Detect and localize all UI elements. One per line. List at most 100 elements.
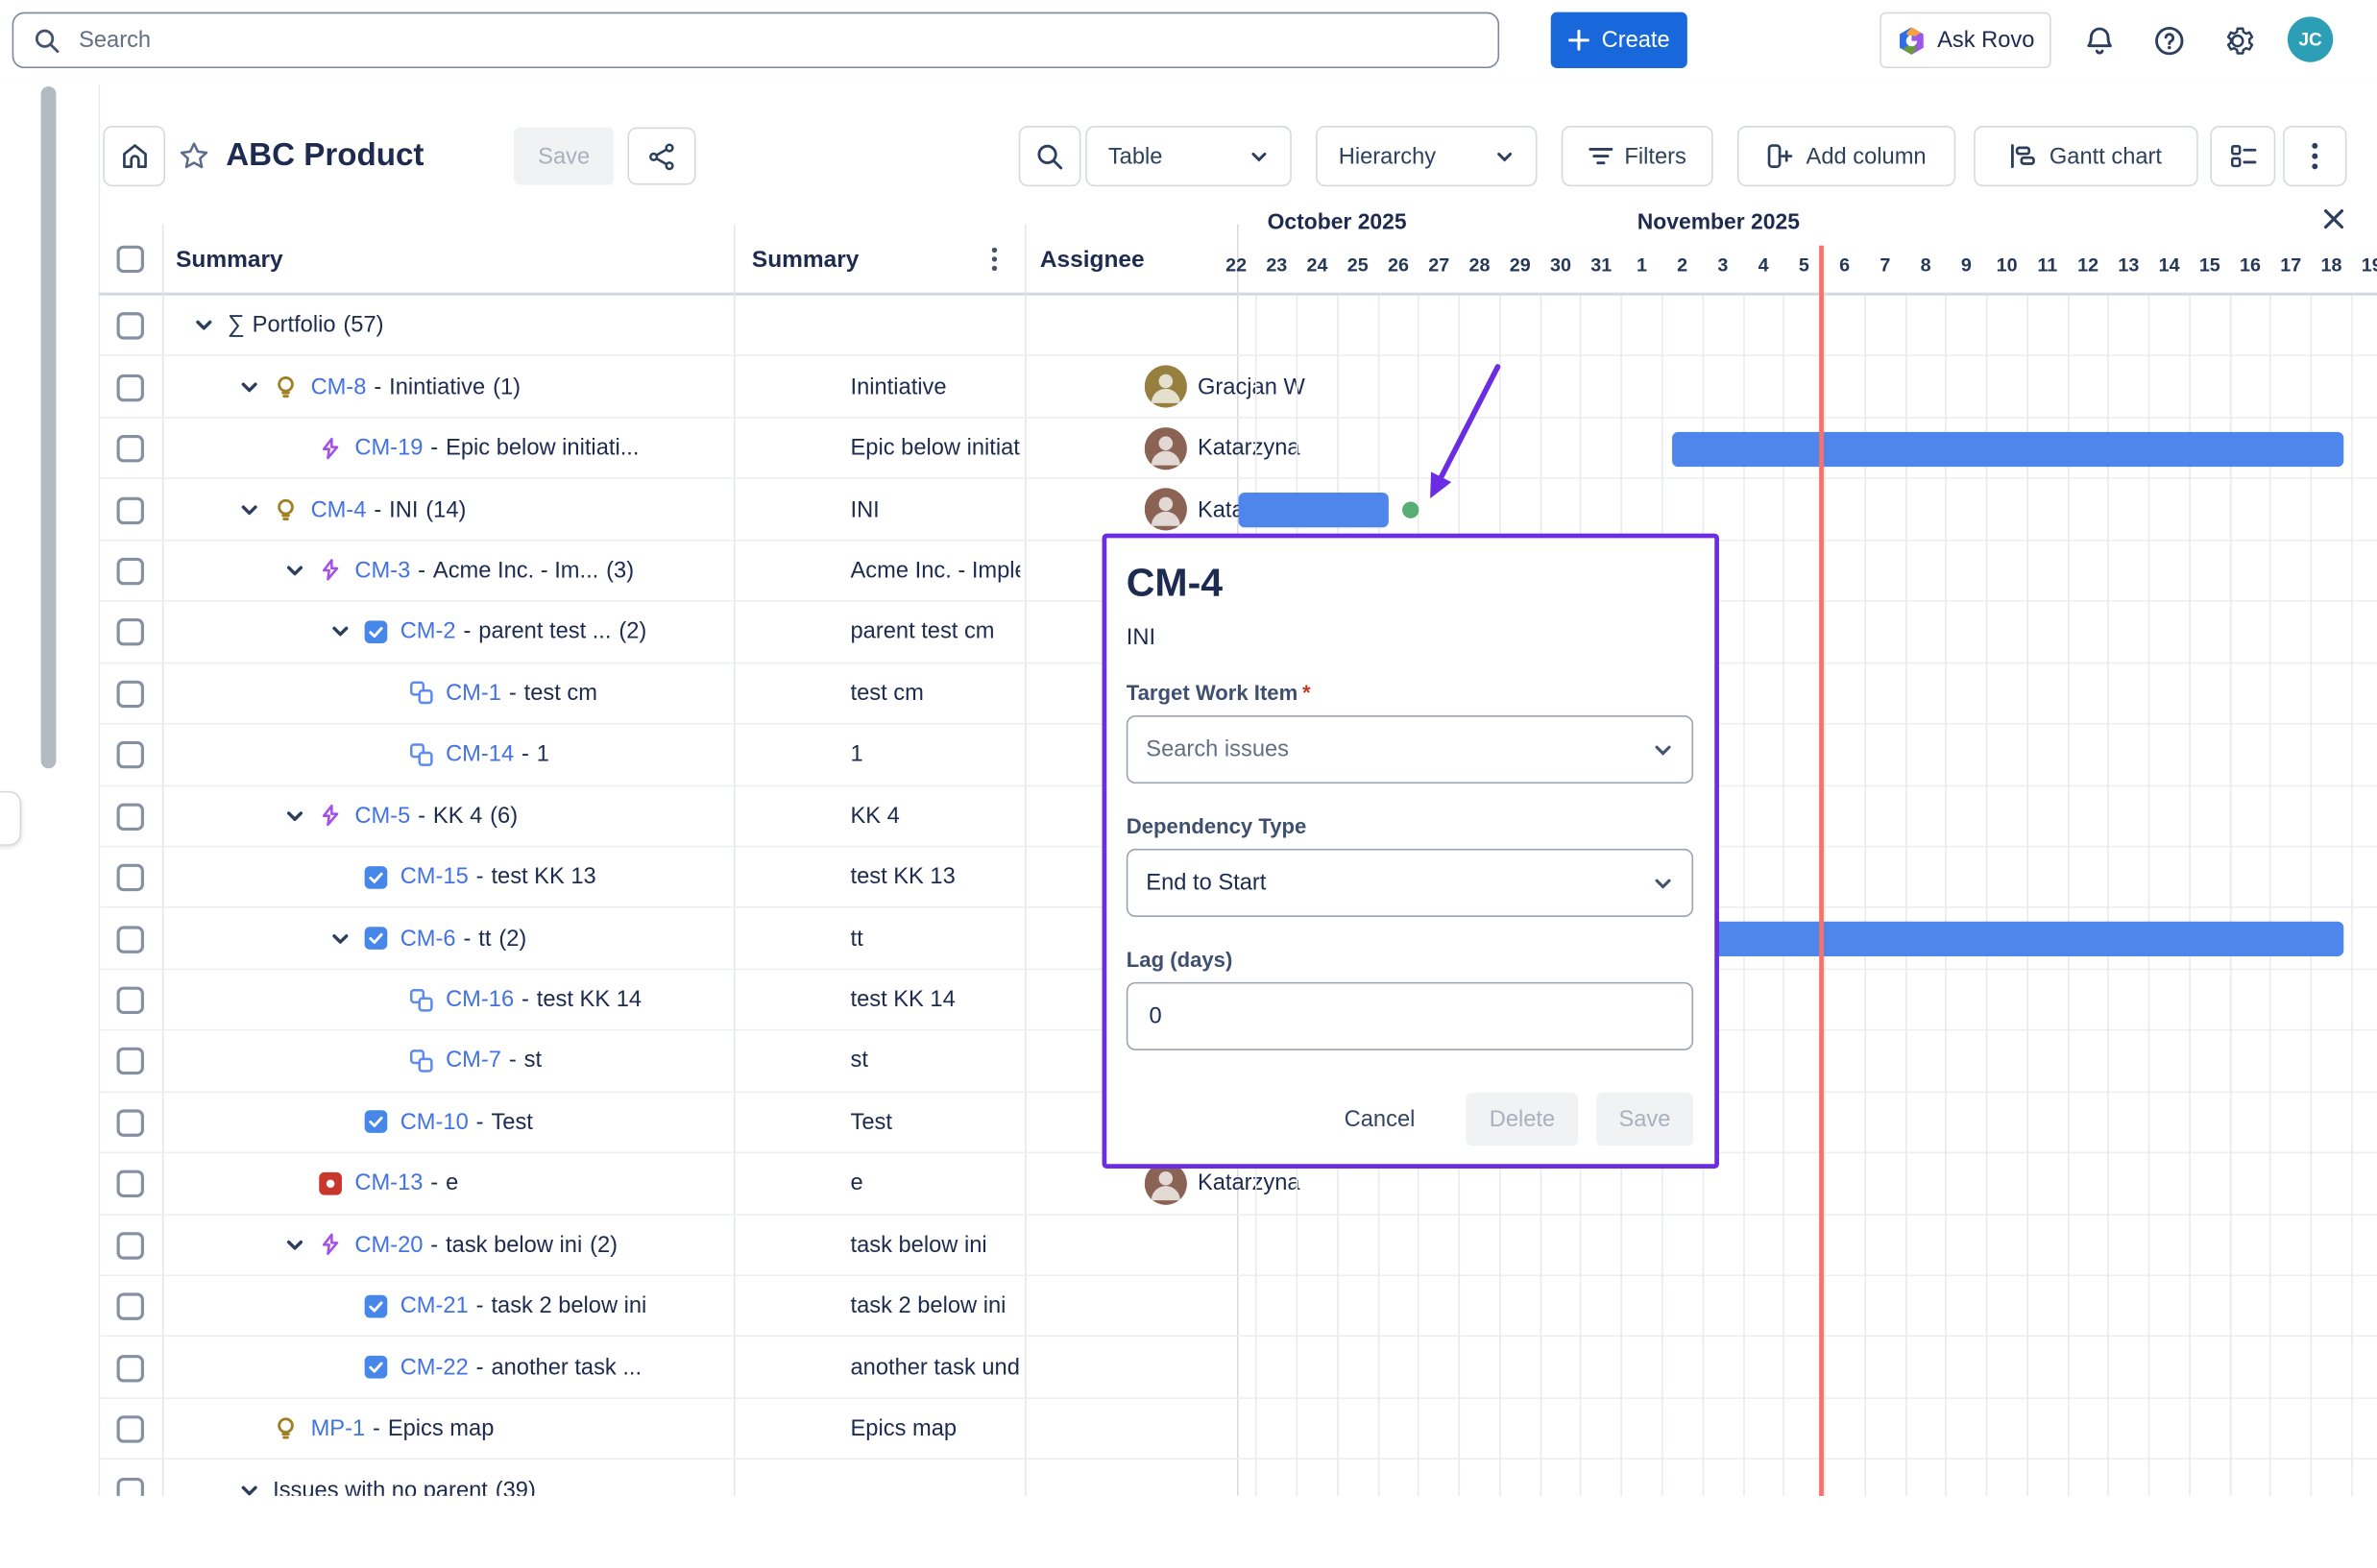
column-divider[interactable] xyxy=(1025,224,1027,1496)
column-menu-button[interactable] xyxy=(975,239,1014,278)
row-checkbox[interactable] xyxy=(116,741,144,769)
expand-chevron-icon[interactable] xyxy=(330,622,351,642)
search-input[interactable] xyxy=(75,25,1498,55)
settings-gear-icon[interactable] xyxy=(2218,21,2257,60)
table-row[interactable]: CM-20- task below ini (2) task below ini xyxy=(98,1215,2377,1277)
issue-key-link[interactable]: CM-7 xyxy=(446,1048,501,1074)
expand-chevron-icon[interactable] xyxy=(285,1235,305,1255)
row-checkbox[interactable] xyxy=(116,1477,144,1496)
lag-days-input[interactable] xyxy=(1146,1001,1674,1031)
row-checkbox[interactable] xyxy=(116,374,144,401)
summary-tree-cell: CM-16- test KK 14 xyxy=(162,970,833,1029)
table-row[interactable]: CM-8- Inintiative (1) Inintiative Gracjan W xyxy=(98,357,2377,419)
close-gantt-icon[interactable] xyxy=(2316,202,2350,235)
issue-key-link[interactable]: MP-1 xyxy=(310,1415,366,1442)
expand-chevron-icon[interactable] xyxy=(239,376,259,397)
more-options-button[interactable] xyxy=(2283,126,2347,187)
row-checkbox[interactable] xyxy=(116,435,144,463)
row-checkbox[interactable] xyxy=(116,495,144,524)
ask-rovo-button[interactable]: Ask Rovo xyxy=(1880,12,2051,69)
view-mode-select[interactable]: Table xyxy=(1085,126,1292,187)
vertical-scrollbar[interactable] xyxy=(40,85,57,769)
filters-button[interactable]: Filters xyxy=(1561,126,1713,187)
home-button[interactable] xyxy=(103,126,166,187)
expand-chevron-icon[interactable] xyxy=(285,806,305,826)
target-work-item-select[interactable]: Search issues xyxy=(1126,715,1694,784)
row-checkbox[interactable] xyxy=(116,312,144,340)
cancel-button[interactable]: Cancel xyxy=(1344,1106,1416,1133)
hierarchy-select[interactable]: Hierarchy xyxy=(1316,126,1538,187)
expand-chevron-icon[interactable] xyxy=(285,561,305,581)
notifications-bell-icon[interactable] xyxy=(2080,21,2120,60)
save-button[interactable]: Save xyxy=(1595,1093,1694,1146)
gantt-bar[interactable] xyxy=(1672,431,2344,467)
share-button[interactable] xyxy=(627,127,696,185)
row-checkbox[interactable] xyxy=(116,1354,144,1383)
initiative-type-icon xyxy=(273,1415,299,1441)
row-checkbox[interactable] xyxy=(116,986,144,1015)
expand-chevron-icon[interactable] xyxy=(239,499,259,519)
issue-key-link[interactable]: CM-1 xyxy=(446,680,501,707)
user-avatar[interactable]: JC xyxy=(2287,16,2334,62)
favorite-star-icon[interactable] xyxy=(178,139,211,173)
row-checkbox[interactable] xyxy=(116,1292,144,1321)
issue-key-link[interactable]: CM-20 xyxy=(354,1231,424,1258)
table-row[interactable]: CM-19- Epic below initiati... Epic below i… xyxy=(98,418,2377,480)
issue-key-link[interactable]: CM-5 xyxy=(354,803,411,829)
table-row[interactable]: MP-1- Epics map Epics map xyxy=(98,1399,2377,1460)
table-row[interactable]: CM-22-another task ... another task unde.… xyxy=(98,1338,2377,1399)
issue-key-link[interactable]: CM-13 xyxy=(354,1170,424,1196)
table-search-button[interactable] xyxy=(1018,126,1081,187)
row-checkbox[interactable] xyxy=(116,618,144,647)
issue-key-link[interactable]: CM-19 xyxy=(354,435,424,461)
row-checkbox[interactable] xyxy=(116,803,144,831)
issue-key-link[interactable]: CM-6 xyxy=(400,925,456,952)
issue-key-link[interactable]: CM-10 xyxy=(400,1109,469,1136)
row-checkbox[interactable] xyxy=(116,1048,144,1075)
column-divider[interactable] xyxy=(733,224,736,1496)
row-checkbox[interactable] xyxy=(116,1170,144,1198)
table-row[interactable]: ∑ Portfolio (57) xyxy=(98,296,2377,357)
table-row[interactable]: CM-21- task 2 below ini task 2 below ini xyxy=(98,1276,2377,1338)
subtask-icon xyxy=(409,988,433,1011)
column-header-assignee: Assignee xyxy=(1039,246,1145,273)
gantt-gridline xyxy=(2147,295,2150,1496)
row-checkbox[interactable] xyxy=(116,557,144,586)
create-button[interactable]: Create xyxy=(1550,12,1687,69)
issue-key-link[interactable]: CM-14 xyxy=(446,741,515,768)
global-search[interactable] xyxy=(12,12,1500,69)
issue-key-link[interactable]: CM-3 xyxy=(354,557,411,584)
save-button[interactable]: Save xyxy=(514,127,615,185)
issue-key-link[interactable]: CM-22 xyxy=(400,1354,469,1381)
row-checkbox[interactable] xyxy=(116,925,144,953)
issue-key-link[interactable]: CM-8 xyxy=(310,374,367,400)
sidebar-expand-handle[interactable] xyxy=(0,790,22,846)
add-column-button[interactable]: Add column xyxy=(1736,126,1956,187)
dependency-marker-dot[interactable] xyxy=(1401,501,1419,519)
expand-chevron-icon[interactable] xyxy=(194,316,214,336)
table-row[interactable]: CM-13- e e Katarzyna xyxy=(98,1153,2377,1216)
dependency-type-select[interactable]: End to Start xyxy=(1126,848,1694,917)
issue-key-link[interactable]: CM-4 xyxy=(310,495,367,522)
row-checkbox[interactable] xyxy=(116,863,144,892)
column-divider xyxy=(161,224,164,1496)
gantt-chart-button[interactable]: Gantt chart xyxy=(1974,126,2198,187)
row-checkbox[interactable] xyxy=(116,1109,144,1137)
summary-tree-cell: CM-22- another task ... xyxy=(162,1338,833,1397)
help-icon[interactable] xyxy=(2149,21,2189,60)
assignee-name: Gracjan W xyxy=(1197,374,1305,400)
issue-key-link[interactable]: CM-2 xyxy=(400,618,456,645)
detail-view-button[interactable] xyxy=(2210,126,2276,187)
issue-key-link[interactable]: CM-21 xyxy=(400,1292,469,1319)
table-row[interactable]: Issues with no parent (39) xyxy=(99,1460,2377,1496)
issue-key-link[interactable]: CM-16 xyxy=(446,986,515,1013)
issue-key-link[interactable]: CM-15 xyxy=(400,863,469,890)
row-checkbox[interactable] xyxy=(116,1231,144,1260)
gantt-bar[interactable] xyxy=(1238,493,1389,528)
row-checkbox[interactable] xyxy=(116,1415,144,1443)
delete-button[interactable]: Delete xyxy=(1467,1093,1578,1146)
select-all-checkbox[interactable] xyxy=(116,245,144,274)
expand-chevron-icon[interactable] xyxy=(330,929,351,949)
expand-chevron-icon[interactable] xyxy=(239,1480,259,1496)
row-checkbox[interactable] xyxy=(116,680,144,708)
